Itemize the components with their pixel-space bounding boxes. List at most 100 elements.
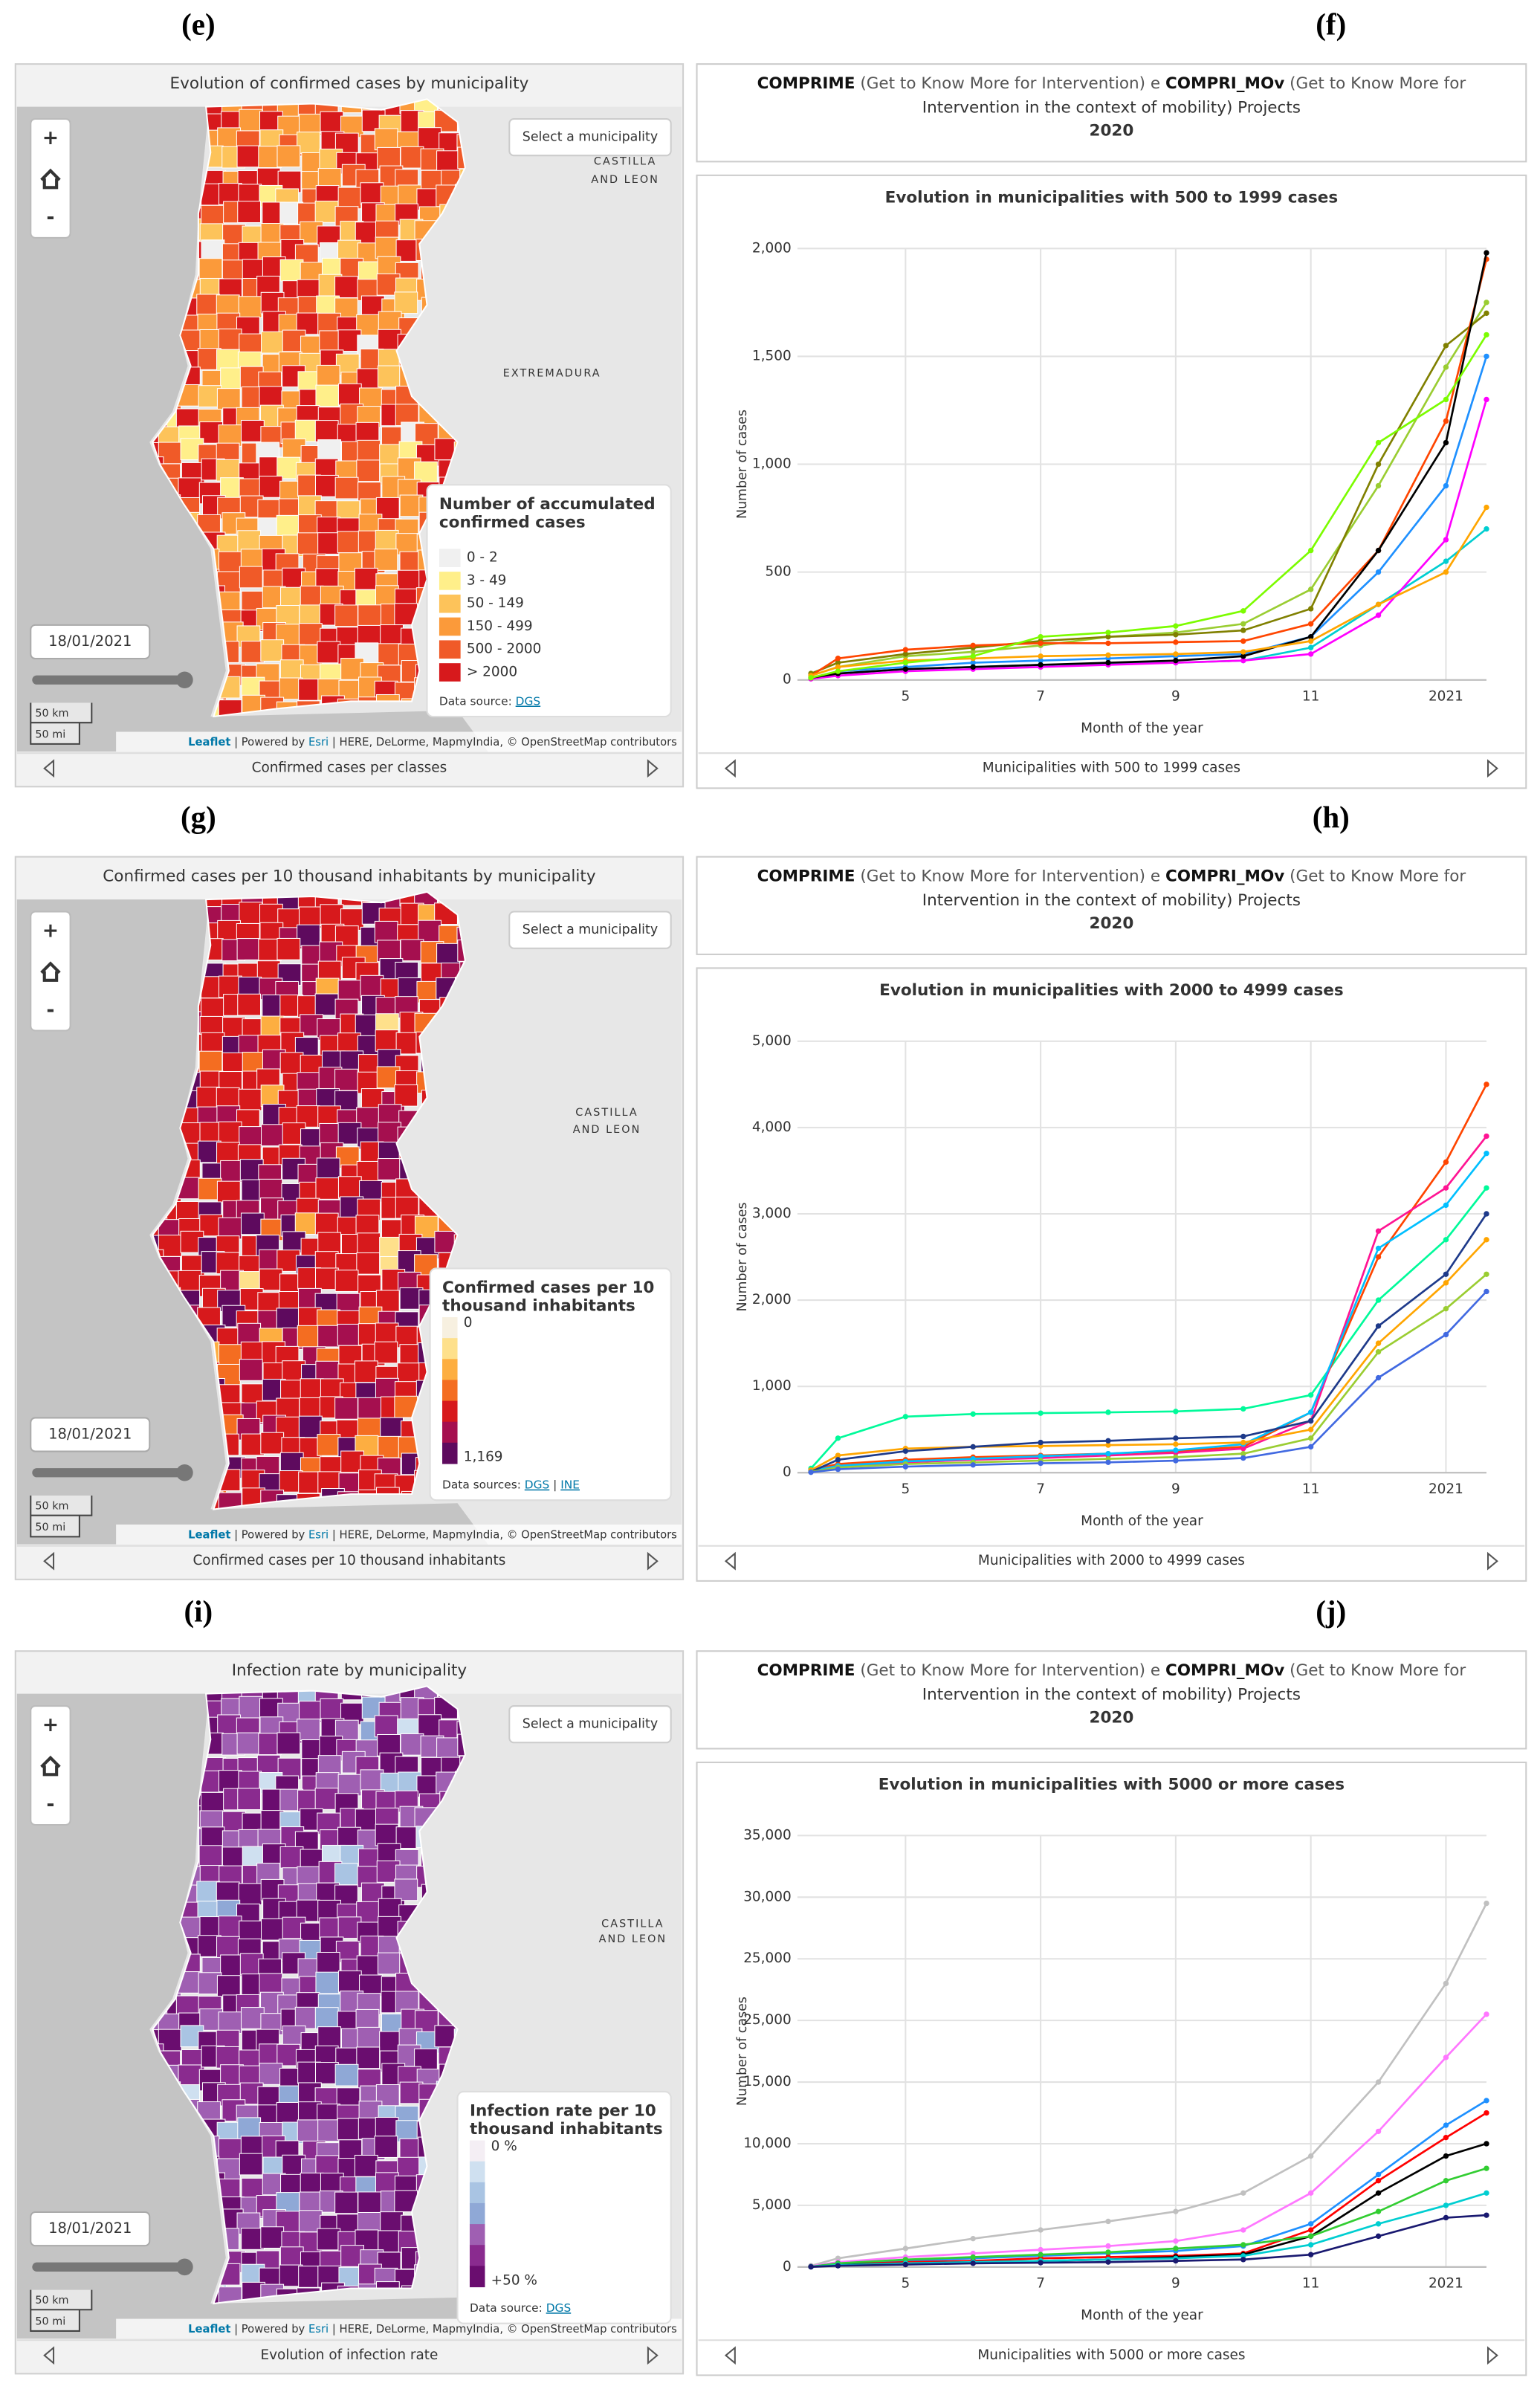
- attribution: Leaflet | Powered by Esri | HERE, DeLorm…: [188, 2323, 677, 2336]
- data-point: [1038, 1460, 1044, 1467]
- next-button[interactable]: [1486, 759, 1498, 778]
- home-button[interactable]: [40, 168, 61, 190]
- home-button[interactable]: [40, 1755, 61, 1777]
- select-box[interactable]: [508, 1705, 672, 1744]
- data-point: [1038, 2252, 1044, 2257]
- data-point: [1307, 1392, 1314, 1398]
- attribution-part[interactable]: Esri: [308, 2323, 329, 2336]
- municipality: [357, 1232, 381, 1255]
- municipality: [279, 1052, 304, 1075]
- municipality: [279, 1846, 304, 1869]
- legend-label: 50 - 149: [467, 595, 524, 611]
- municipality: [377, 365, 401, 388]
- select-box[interactable]: [508, 911, 672, 949]
- zoom-out[interactable]: -: [46, 1793, 54, 1816]
- data-point: [902, 651, 909, 657]
- zoom-out[interactable]: -: [46, 206, 54, 229]
- map-footer: Evolution of infection rate: [260, 2347, 438, 2363]
- data-point: [1105, 630, 1111, 636]
- zoom-in[interactable]: +: [42, 1713, 59, 1736]
- legend-label: 500 - 2000: [467, 641, 542, 657]
- series-line: [811, 2214, 1487, 2268]
- header-part: (Get to Know More for Intervention) e: [855, 867, 1165, 885]
- municipality: [216, 388, 241, 410]
- data-point: [1173, 639, 1179, 645]
- data-point: [1038, 2246, 1044, 2253]
- slider-handle[interactable]: [176, 2258, 193, 2276]
- prev-button[interactable]: [724, 2346, 736, 2365]
- zoom-out[interactable]: -: [46, 998, 54, 1021]
- next-button[interactable]: [647, 2346, 659, 2365]
- prev-button[interactable]: [724, 759, 736, 778]
- data-point: [1375, 461, 1382, 468]
- panel-row: (e) (f) Evolution of confirmed cases by mu…: [14, 7, 1527, 789]
- data-point: [1105, 2218, 1111, 2225]
- municipality: [337, 1774, 362, 1797]
- data-point: [1484, 2110, 1489, 2116]
- data-point: [902, 666, 909, 672]
- data-point: [1484, 1271, 1489, 1277]
- slider-handle[interactable]: [176, 671, 193, 689]
- municipality: [314, 201, 339, 223]
- attribution-part[interactable]: Leaflet: [188, 1528, 230, 1541]
- municipality: [317, 1325, 341, 1348]
- zoom-in[interactable]: +: [42, 126, 59, 149]
- data-point: [835, 1452, 841, 1458]
- next-button[interactable]: [1486, 2346, 1498, 2365]
- next-button[interactable]: [647, 1551, 659, 1571]
- next-button[interactable]: [647, 759, 659, 778]
- legend-source: Data source: DGS: [470, 2301, 571, 2315]
- attribution-part[interactable]: Leaflet: [188, 2323, 230, 2336]
- place-label: AND LEON: [599, 1933, 667, 1945]
- municipality: [316, 1951, 340, 1974]
- municipality: [238, 1088, 262, 1111]
- municipality: [240, 419, 265, 442]
- legend-swatch: [442, 1317, 458, 1339]
- attribution-part[interactable]: Esri: [308, 736, 329, 749]
- data-point: [1375, 482, 1382, 489]
- select-label[interactable]: Select a municipality: [522, 1717, 658, 1732]
- attribution-part[interactable]: Esri: [308, 1528, 329, 1541]
- zoom-in[interactable]: +: [42, 919, 59, 943]
- prev-button[interactable]: [724, 1551, 736, 1571]
- y-tick-label: 35,000: [743, 1827, 792, 1843]
- prev-button[interactable]: [43, 1551, 55, 1571]
- municipality: [334, 2191, 358, 2214]
- data-point: [1375, 1297, 1382, 1303]
- chart-title: Evolution in municipalities with 500 to …: [885, 189, 1339, 207]
- data-point: [1443, 1202, 1449, 1209]
- data-point: [970, 659, 976, 666]
- select-box[interactable]: [508, 117, 672, 157]
- source-part[interactable]: INE: [560, 1478, 580, 1491]
- source-part[interactable]: DGS: [516, 694, 541, 708]
- y-axis-label: Number of cases: [735, 410, 750, 519]
- select-label[interactable]: Select a municipality: [522, 922, 658, 937]
- home-button[interactable]: [40, 961, 61, 982]
- attribution-part[interactable]: Leaflet: [188, 736, 230, 749]
- prev-button[interactable]: [43, 2346, 55, 2365]
- source-part[interactable]: DGS: [525, 1478, 550, 1491]
- legend-min: 0 %: [491, 2139, 517, 2154]
- date-label: 18/01/2021: [48, 1425, 132, 1442]
- municipality: [358, 604, 382, 627]
- data-point: [1443, 537, 1449, 543]
- prev-button[interactable]: [43, 759, 55, 778]
- next-button[interactable]: [1486, 1551, 1498, 1571]
- municipality: [314, 2007, 339, 2029]
- data-point: [835, 664, 841, 670]
- slider-handle[interactable]: [176, 1464, 193, 1481]
- municipality: [240, 1212, 265, 1235]
- municipality: [317, 439, 342, 462]
- municipality: [276, 937, 301, 960]
- place-label: AND LEON: [573, 1124, 641, 1136]
- select-label[interactable]: Select a municipality: [522, 130, 658, 145]
- municipality: [360, 182, 384, 205]
- data-point: [1038, 1410, 1044, 1416]
- municipality: [317, 2228, 341, 2251]
- data-point: [1105, 1459, 1111, 1466]
- source-part[interactable]: DGS: [546, 2301, 572, 2315]
- municipality: [237, 201, 262, 223]
- legend-label: > 2000: [467, 664, 517, 679]
- data-point: [1240, 1406, 1246, 1412]
- chart-frame: [696, 174, 1527, 789]
